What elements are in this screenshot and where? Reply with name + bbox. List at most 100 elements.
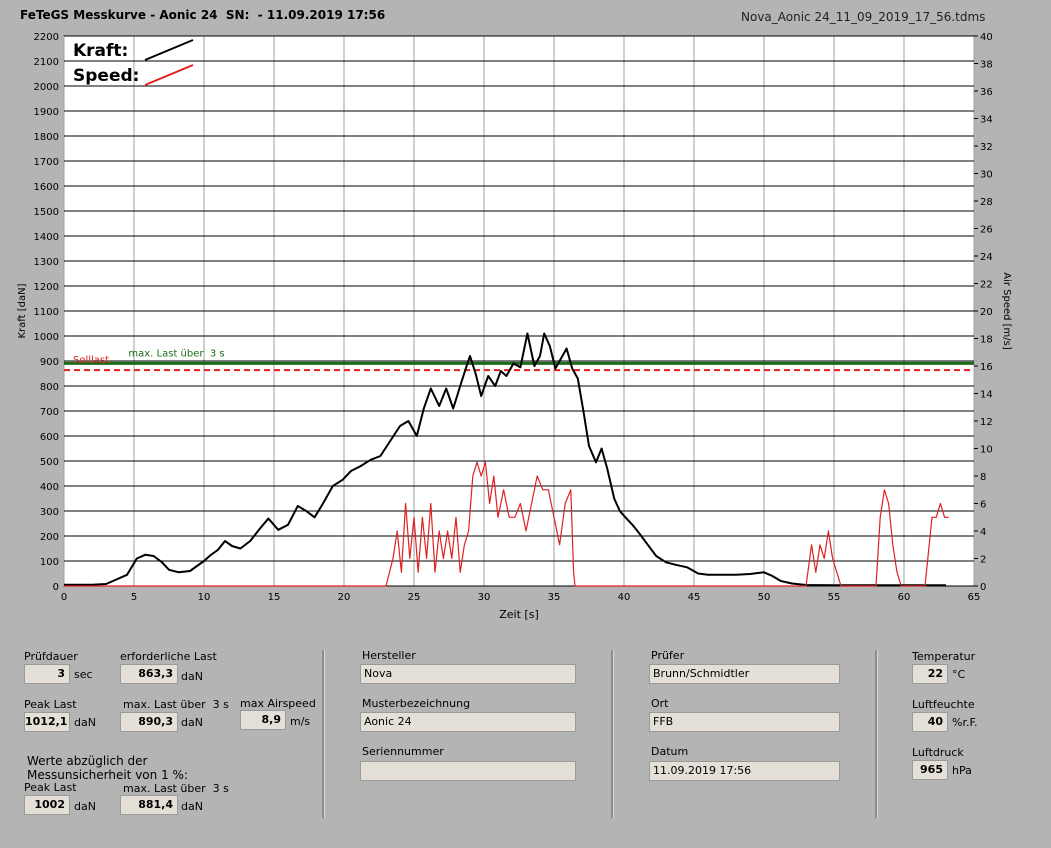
max-last-3s-label: max. Last über 3 s [123,698,229,711]
x-tick-label: 50 [758,592,771,603]
max-last-3s-value: 890,3 [120,712,178,732]
temperatur-label: Temperatur [912,650,976,663]
y-tick-label-left: 1100 [34,307,59,318]
peak-last-value: 1012,1 [24,712,70,732]
y-tick-label-right: 24 [980,252,993,263]
x-tick-label: 25 [408,592,421,603]
measurement-chart: 0 5 10 15 20 25 30 35 40 45 50 55 60 6501002003004005… [17,32,1012,621]
pruefdauer-unit: sec [74,668,93,681]
x-tick-label: 35 [548,592,561,603]
peak-last-unit: daN [74,716,96,729]
y-tick-label-right: 38 [980,60,993,71]
y-tick-label-left: 200 [40,532,59,543]
pruefer-field[interactable]: Brunn/Schmidtler [649,664,840,684]
x-tick-label: 40 [618,592,631,603]
x-tick-label: 30 [478,592,491,603]
separator [322,650,325,818]
x-tick-label: 60 [898,592,911,603]
hersteller-field[interactable]: Nova [360,664,576,684]
erforderliche-last-label: erforderliche Last [120,650,217,663]
werte-note: Werte abzüglich der [27,754,148,768]
legend-label: Speed: [73,66,139,86]
x-tick-label: 10 [198,592,211,603]
y-tick-label-left: 100 [40,557,59,568]
max-airspeed-label: max Airspeed [240,697,316,710]
y-tick-label-left: 1500 [34,207,59,218]
peak-last-adj-unit: daN [74,800,96,813]
musterbezeichnung-field[interactable]: Aonic 24 [360,712,576,732]
peak-last-adj-label: Peak Last [24,781,77,794]
musterbezeichnung-label: Musterbezeichnung [362,697,471,710]
erforderliche-last-unit: daN [181,670,203,683]
seriennummer-label: Seriennummer [362,745,444,758]
y-tick-label-left: 300 [40,507,59,518]
y-tick-label-right: 12 [980,417,993,428]
pruefdauer-value: 3 [24,664,70,684]
y-tick-label-left: 1000 [34,332,59,343]
y-tick-label-left: 1200 [34,282,59,293]
pruefer-label: Prüfer [651,649,685,662]
max-last-3s-unit: daN [181,716,203,729]
y-tick-label-right: 16 [980,362,993,373]
hersteller-label: Hersteller [362,649,416,662]
y-tick-label-left: 700 [40,407,59,418]
window-title: FeTeGS Messkurve - Aonic 24 SN: - 11.09.… [20,8,386,22]
y-tick-label-right: 30 [980,170,993,181]
y-tick-label-right: 18 [980,335,993,346]
legend-swatch [144,64,194,86]
datum-label: Datum [651,745,689,758]
y-tick-label-right: 22 [980,280,993,291]
luftdruck-label: Luftdruck [912,746,964,759]
datum-field[interactable]: 11.09.2019 17:56 [649,761,840,781]
y-tick-label-right: 2 [980,555,986,566]
y-tick-label-right: 36 [980,87,993,98]
y-axis-label-left: Kraft [daN] [17,283,28,338]
y-axis-label-right: Air Speed [m/s] [1001,272,1012,350]
y-tick-label-left: 1900 [34,107,59,118]
seriennummer-field[interactable] [360,761,576,781]
legend-label: Kraft: [73,41,128,61]
luftdruck-value[interactable]: 965 [912,760,948,780]
x-tick-label: 0 [61,592,67,603]
x-tick-label: 55 [828,592,841,603]
ort-field[interactable]: FFB [649,712,840,732]
y-tick-label-left: 2000 [34,82,59,93]
max-last-3s-adj-label: max. Last über 3 s [123,782,229,795]
y-tick-label-left: 1600 [34,182,59,193]
max-airspeed-unit: m/s [290,715,311,728]
y-tick-label-left: 500 [40,457,59,468]
y-tick-label-left: 1300 [34,257,59,268]
x-tick-label: 5 [131,592,137,603]
max-airspeed-value: 8,9 [240,710,286,730]
separator [611,650,614,818]
ort-label: Ort [651,697,669,710]
temperatur-unit: °C [952,668,966,681]
peak-last-label: Peak Last [24,698,77,711]
luftfeuchte-value[interactable]: 40 [912,712,948,732]
luftfeuchte-label: Luftfeuchte [912,698,975,711]
separator [875,650,878,818]
series-kraft-line [64,332,946,587]
peak-last-adj-value: 1002 [24,795,70,815]
file-name: Nova_Aonic 24_11_09_2019_17_56.tdms [741,10,986,24]
y-tick-label-left: 2100 [34,57,59,68]
x-axis-label: Zeit [s] [499,608,538,621]
y-tick-label-right: 4 [980,527,986,538]
messunsicherheit-note: Messunsicherheit von 1 %: [27,768,188,782]
luftdruck-unit: hPa [952,764,972,777]
x-tick-label: 65 [968,592,981,603]
x-tick-label: 20 [338,592,351,603]
max-last-line-label: max. Last über 3 s [128,348,224,359]
y-tick-label-left: 800 [40,382,59,393]
y-tick-label-left: 1400 [34,232,59,243]
y-tick-label-right: 26 [980,225,993,236]
y-tick-label-right: 6 [980,500,986,511]
erforderliche-last-value: 863,3 [120,664,178,684]
messunsicherheit-value: 1 [161,768,169,782]
temperatur-value[interactable]: 22 [912,664,948,684]
y-tick-label-left: 600 [40,432,59,443]
legend-swatch [144,39,194,61]
y-tick-label-right: 28 [980,197,993,208]
x-tick-label: 45 [688,592,701,603]
y-tick-label-right: 10 [980,445,993,456]
